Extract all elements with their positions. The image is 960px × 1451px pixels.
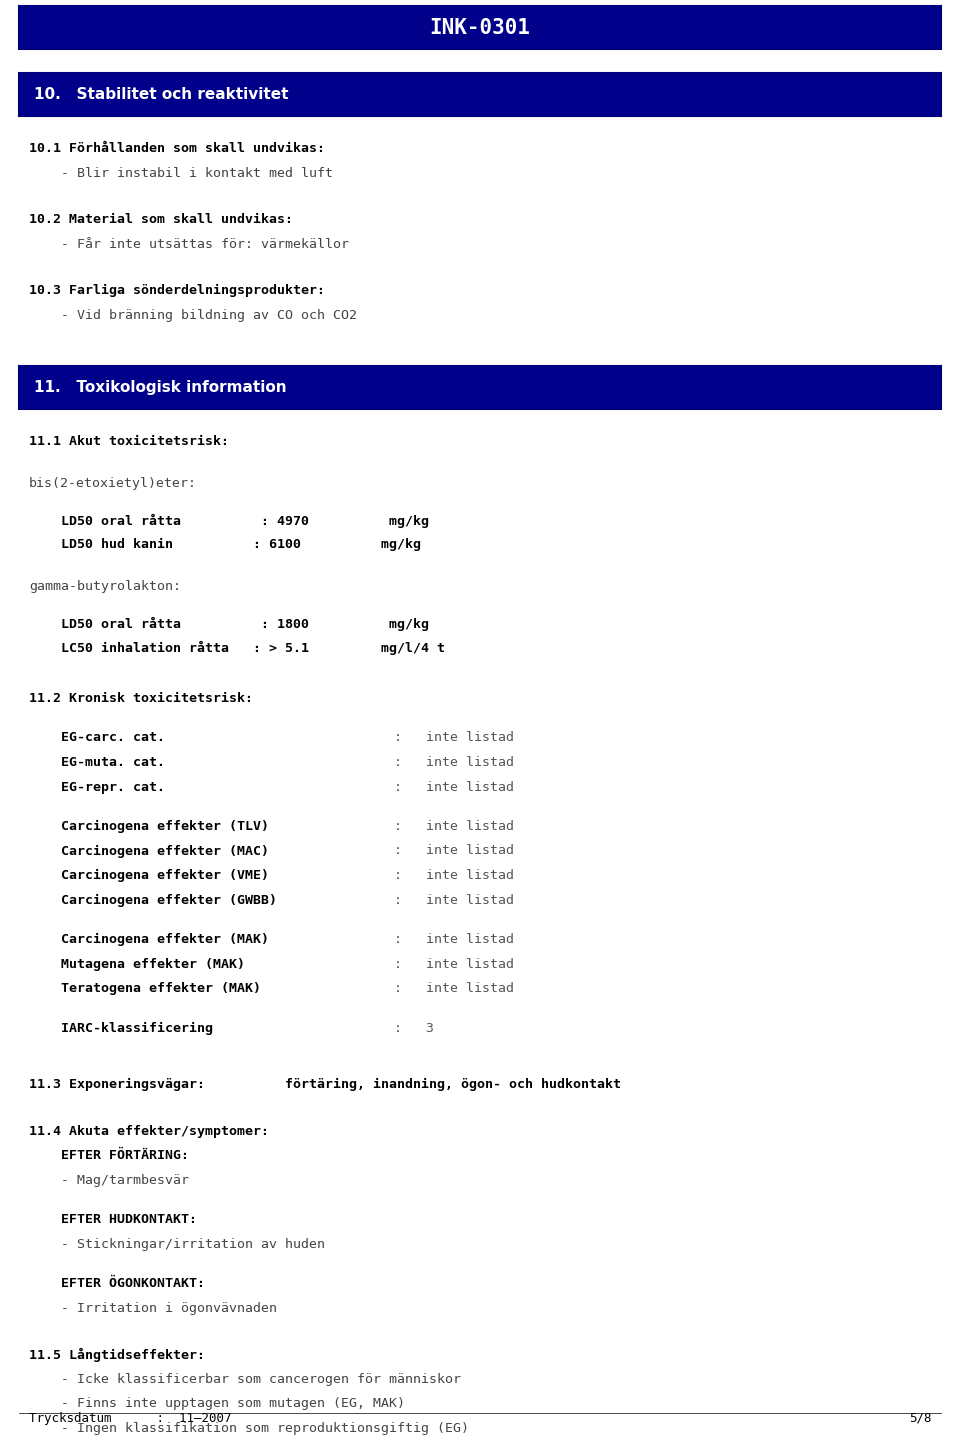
Text: :   inte listad: : inte listad	[394, 958, 514, 971]
Text: Carcinogena effekter (GWBB): Carcinogena effekter (GWBB)	[29, 894, 276, 907]
Text: Teratogena effekter (MAK): Teratogena effekter (MAK)	[29, 982, 276, 995]
Text: Carcinogena effekter (VME): Carcinogena effekter (VME)	[29, 869, 276, 882]
Text: :   inte listad: : inte listad	[394, 933, 514, 946]
Text: 10.3 Farliga sönderdelningsprodukter:: 10.3 Farliga sönderdelningsprodukter:	[29, 284, 324, 297]
Text: 11.1 Akut toxicitetsrisk:: 11.1 Akut toxicitetsrisk:	[29, 435, 228, 448]
Text: - Stickningar/irritation av huden: - Stickningar/irritation av huden	[29, 1238, 324, 1251]
Text: LD50 oral råtta          : 1800          mg/kg: LD50 oral råtta : 1800 mg/kg	[29, 617, 429, 631]
Text: - Mag/tarmbesvär: - Mag/tarmbesvär	[29, 1174, 189, 1187]
Text: EG-repr. cat.: EG-repr. cat.	[29, 781, 276, 794]
Text: 11.   Toxikologisk information: 11. Toxikologisk information	[34, 380, 286, 395]
Text: LD50 hud kanin          : 6100          mg/kg: LD50 hud kanin : 6100 mg/kg	[29, 538, 420, 551]
FancyBboxPatch shape	[19, 73, 941, 116]
Text: :   inte listad: : inte listad	[394, 820, 514, 833]
Text: :   3: : 3	[394, 1022, 434, 1035]
Text: 10.2 Material som skall undvikas:: 10.2 Material som skall undvikas:	[29, 213, 293, 226]
Text: - Icke klassificerbar som cancerogen för människor: - Icke klassificerbar som cancerogen för…	[29, 1373, 461, 1386]
FancyBboxPatch shape	[19, 6, 941, 49]
Text: - Får inte utsättas för: värmekällor: - Får inte utsättas för: värmekällor	[29, 238, 348, 251]
Text: EFTER FÖRTÄRING:: EFTER FÖRTÄRING:	[29, 1149, 189, 1162]
Text: :   inte listad: : inte listad	[394, 869, 514, 882]
FancyBboxPatch shape	[19, 366, 941, 409]
Text: 11.4 Akuta effekter/symptomer:: 11.4 Akuta effekter/symptomer:	[29, 1125, 269, 1138]
Text: Carcinogena effekter (TLV): Carcinogena effekter (TLV)	[29, 820, 276, 833]
Text: - Ingen klassifikation som reproduktionsgiftig (EG): - Ingen klassifikation som reproduktions…	[29, 1422, 468, 1435]
Text: :   inte listad: : inte listad	[394, 982, 514, 995]
Text: bis(2-etoxietyl)eter:: bis(2-etoxietyl)eter:	[29, 477, 197, 490]
Text: :   inte listad: : inte listad	[394, 756, 514, 769]
Text: 11.5 Långtidseffekter:: 11.5 Långtidseffekter:	[29, 1348, 204, 1362]
Text: LC50 inhalation råtta   : > 5.1         mg/l/4 t: LC50 inhalation råtta : > 5.1 mg/l/4 t	[29, 641, 444, 656]
Text: EG-muta. cat.: EG-muta. cat.	[29, 756, 276, 769]
Text: - Finns inte upptagen som mutagen (EG, MAK): - Finns inte upptagen som mutagen (EG, M…	[29, 1397, 405, 1410]
Text: Mutagena effekter (MAK): Mutagena effekter (MAK)	[29, 958, 276, 971]
Text: 5/8: 5/8	[909, 1412, 931, 1425]
Text: 10.1 Förhållanden som skall undvikas:: 10.1 Förhållanden som skall undvikas:	[29, 142, 324, 155]
Text: Carcinogena effekter (MAK): Carcinogena effekter (MAK)	[29, 933, 276, 946]
Text: :   inte listad: : inte listad	[394, 844, 514, 858]
Text: - Irritation i ögonvävnaden: - Irritation i ögonvävnaden	[29, 1302, 276, 1315]
Text: EFTER ÖGONKONTAKT:: EFTER ÖGONKONTAKT:	[29, 1277, 204, 1290]
Text: IARC-klassificering: IARC-klassificering	[29, 1022, 276, 1035]
Text: gamma-butyrolakton:: gamma-butyrolakton:	[29, 580, 180, 593]
Text: EG-carc. cat.: EG-carc. cat.	[29, 731, 276, 744]
Text: :   inte listad: : inte listad	[394, 781, 514, 794]
Text: - Blir instabil i kontakt med luft: - Blir instabil i kontakt med luft	[29, 167, 333, 180]
Text: :   inte listad: : inte listad	[394, 894, 514, 907]
Text: Trycksdatum      :  11–2007: Trycksdatum : 11–2007	[29, 1412, 231, 1425]
Text: Carcinogena effekter (MAC): Carcinogena effekter (MAC)	[29, 844, 276, 858]
Text: 11.3 Exponeringsvägar:          förtäring, inandning, ögon- och hudkontakt: 11.3 Exponeringsvägar: förtäring, inandn…	[29, 1078, 621, 1091]
Text: LD50 oral råtta          : 4970          mg/kg: LD50 oral råtta : 4970 mg/kg	[29, 514, 429, 528]
Text: 10.   Stabilitet och reaktivitet: 10. Stabilitet och reaktivitet	[34, 87, 288, 102]
Text: INK-0301: INK-0301	[429, 17, 531, 38]
Text: 11.2 Kronisk toxicitetsrisk:: 11.2 Kronisk toxicitetsrisk:	[29, 692, 252, 705]
Text: :   inte listad: : inte listad	[394, 731, 514, 744]
Text: - Vid bränning bildning av CO och CO2: - Vid bränning bildning av CO och CO2	[29, 309, 357, 322]
Text: EFTER HUDKONTAKT:: EFTER HUDKONTAKT:	[29, 1213, 197, 1226]
